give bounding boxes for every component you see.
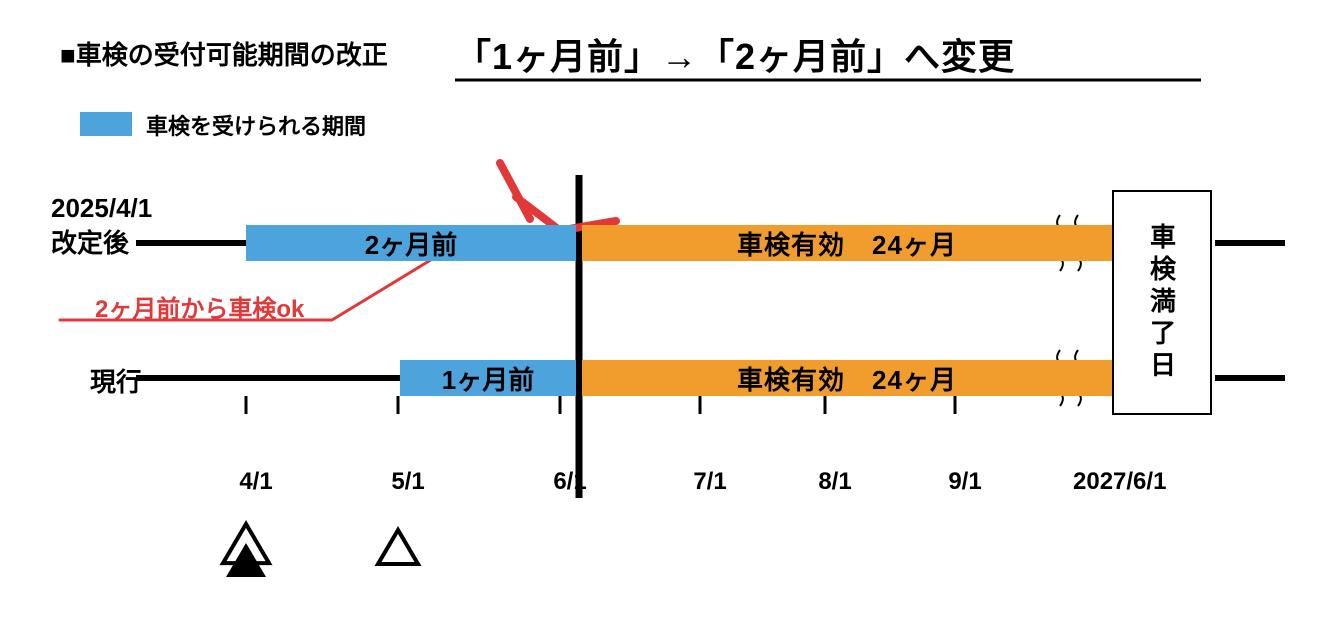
row-top-label-date: 2025/4/1 [51, 193, 191, 224]
tick-label: 8/1 [800, 468, 870, 496]
expiry-box-text: 車検満了日 [1144, 223, 1181, 383]
legend-label: 車検を受けられる期間 [146, 109, 366, 141]
diagram-root: ■車検の受付可能期間の改正 「1ヶ月前」→「2ヶ月前」へ変更車検を受けられる期間 2… [0, 0, 1320, 630]
tick-label: 6/1 [535, 468, 605, 496]
triangle-marker [378, 530, 418, 564]
row-top-blue-segment: 2ヶ月前 [246, 225, 576, 261]
callout-text: 2ヶ月前から車検ok [95, 289, 304, 324]
legend-swatch [80, 112, 132, 136]
section-title: ■車検の受付可能期間の改正 [60, 35, 388, 72]
headline: 「1ヶ月前」→「2ヶ月前」へ変更 [455, 28, 1015, 80]
row-top-orange-segment: 車検有効 24ヶ月 [582, 225, 1112, 261]
tick-label: 7/1 [675, 468, 745, 496]
row-bottom-blue-segment: 1ヶ月前 [400, 360, 576, 396]
tick-label: 9/1 [930, 468, 1000, 496]
expiry-box: 車検満了日 [1112, 190, 1212, 415]
end-date-label: 2027/6/1 [1073, 468, 1166, 496]
row-bottom-label: 現行 [90, 362, 142, 399]
tick-label: 4/1 [221, 468, 291, 496]
row-top-label-text: 改定後 [51, 223, 129, 260]
tick-label: 5/1 [373, 468, 443, 496]
row-bottom-orange-segment: 車検有効 24ヶ月 [582, 360, 1112, 396]
